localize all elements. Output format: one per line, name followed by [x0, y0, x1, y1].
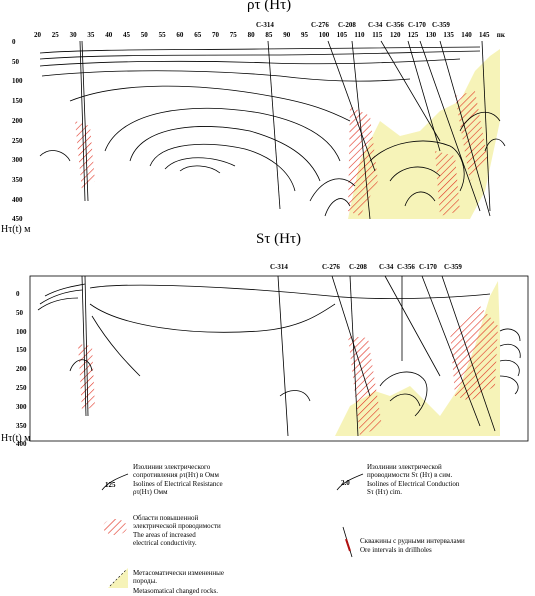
conductive-zone: [348, 336, 382, 436]
x-tick-label: 55: [158, 31, 166, 39]
metasomatic-legend-en: Metasomatical changed rocks.: [133, 587, 218, 595]
x-tick-label: 130: [425, 31, 437, 39]
altered-zone: [348, 49, 500, 219]
x-tick-label: 50: [140, 31, 148, 39]
x-tick-label: 105: [336, 31, 348, 39]
x-tick-label: 125: [407, 31, 419, 39]
well-label: С-359: [444, 263, 462, 271]
top-y-axis-label: Hτ(t) м: [1, 224, 31, 235]
x-tick-label: 120: [390, 31, 401, 39]
bottom-y-axis-label: Hτ(t) м: [1, 433, 31, 444]
x-tick-label: 45: [123, 31, 130, 39]
conductive-zone: [348, 106, 378, 216]
y-tick-label: 0: [12, 38, 16, 46]
y-tick-label: 450: [12, 215, 23, 224]
x-tick-label: 90: [283, 31, 291, 39]
x-tick-label: 30: [69, 31, 77, 39]
y-tick-label: 250: [16, 384, 27, 392]
metasomatic-legend-ru: Метасоматически измененные породы.: [133, 569, 224, 585]
well-label: С-208: [338, 21, 356, 29]
x-tick-label: 140: [461, 31, 472, 39]
x-tick-label: 95: [301, 31, 308, 39]
y-tick-label: 200: [12, 116, 23, 125]
x-tick-label: 20: [34, 31, 41, 39]
x-tick-label: 100: [318, 31, 330, 39]
well-label: С-34: [368, 21, 383, 29]
conduction-legend-symbol: [336, 473, 364, 491]
y-tick-label: 400: [12, 195, 23, 204]
resistivity-section: [39, 40, 506, 220]
x-tick-label: 60: [176, 31, 184, 39]
x-tick-label: 35: [87, 31, 95, 39]
conductivity-legend-symbol: [103, 519, 127, 535]
x-tick-label: 110: [354, 31, 365, 39]
x-tick-label: пк: [496, 31, 505, 39]
y-tick-label: 150: [16, 346, 27, 355]
conductivity-legend-ru: Области повышенной электрической проводи…: [133, 514, 221, 530]
y-tick-label: 100: [12, 77, 23, 86]
well-label: С-276: [322, 263, 340, 271]
well-label: С-208: [349, 263, 367, 271]
conductive-zone: [450, 306, 498, 401]
resistance-legend-en: Isolines of Electrical Resistance ρτ(Hτ)…: [133, 480, 223, 496]
y-tick-label: 50: [12, 57, 19, 66]
x-tick-label: 70: [212, 31, 219, 39]
y-tick-label: 50: [16, 308, 23, 317]
conduction-legend-sample: 2.0: [341, 479, 350, 487]
y-tick-label: 350: [12, 175, 23, 184]
well-label: С-276: [311, 21, 329, 29]
well-label: С-356: [397, 263, 415, 271]
top-panel-title: ρτ (Hτ): [247, 0, 292, 13]
conductance-section: [29, 275, 529, 442]
y-tick-label: 300: [12, 156, 23, 165]
well-label: С-359: [432, 21, 450, 29]
conduction-legend-ru: Изолинии электрической проводимости Sτ (…: [367, 463, 453, 479]
x-tick-label: 135: [443, 31, 454, 39]
drillhole-legend-symbol: [342, 526, 353, 558]
conductive-zone: [435, 151, 460, 216]
conduction-legend-en: Isolines of Electrical Conduction Sτ (Hτ…: [367, 480, 460, 496]
metasomatic-legend-symbol: [108, 568, 128, 588]
y-tick-label: 250: [12, 136, 23, 145]
x-tick-label: 40: [105, 31, 113, 39]
conductive-zone: [75, 121, 95, 191]
x-tick-label: 65: [194, 31, 202, 39]
y-tick-label: 400: [16, 440, 27, 449]
drillhole-legend-en: Ore intervals in drillholes: [360, 546, 432, 554]
y-tick-label: 0: [16, 290, 20, 298]
x-tick-label: 75: [229, 31, 237, 39]
x-tick-label: 25: [51, 31, 59, 39]
resistance-legend-ru: Изолинии электрического сопротивления ρτ…: [133, 463, 219, 479]
x-tick-label: 85: [265, 31, 273, 39]
well-label: С-170: [419, 263, 437, 271]
x-tick-label: 145: [479, 31, 490, 39]
resistance-legend-sample: 125: [105, 481, 116, 489]
resistance-legend-symbol: [101, 473, 129, 491]
x-tick-label: 80: [247, 31, 255, 39]
conductivity-legend-en: The areas of increased electrical conduc…: [133, 531, 197, 547]
drillhole-legend-ru: Скважины с рудными интервалами: [360, 537, 465, 545]
well-label: С-314: [270, 263, 288, 271]
well-label: С-34: [379, 263, 394, 271]
y-tick-label: 300: [16, 402, 27, 411]
conductive-zone: [78, 344, 95, 411]
y-tick-label: 200: [16, 365, 27, 374]
well-label: С-314: [256, 21, 274, 29]
well-label: С-356: [386, 21, 404, 29]
well-label: С-170: [408, 21, 426, 29]
y-tick-label: 150: [12, 97, 23, 106]
y-tick-label: 350: [16, 421, 27, 430]
y-tick-label: 100: [16, 327, 27, 336]
bottom-panel-title: Sτ (Hτ): [256, 231, 301, 247]
conductive-zone: [455, 91, 488, 181]
x-tick-label: 115: [372, 31, 383, 39]
